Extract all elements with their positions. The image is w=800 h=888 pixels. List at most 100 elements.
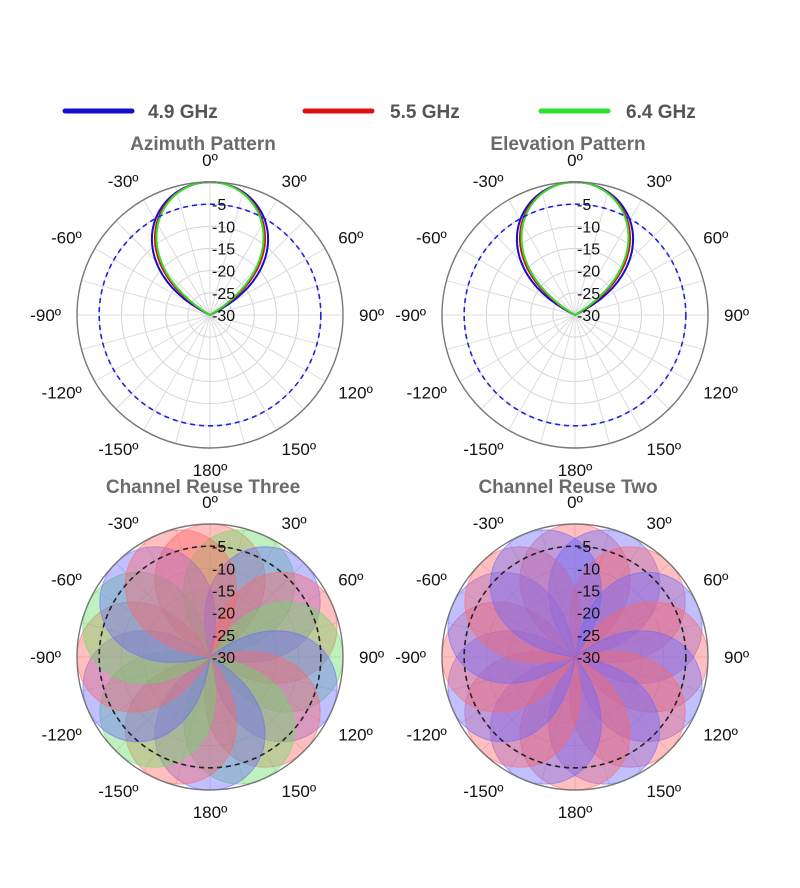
- reference-circle: [98, 203, 322, 427]
- grid-spoke: [143, 656, 211, 773]
- reference-circle: [463, 203, 687, 427]
- angle-tick-label: -90º: [30, 306, 61, 325]
- angle-tick-label: 60º: [338, 571, 363, 590]
- grid-spoke: [115, 656, 211, 752]
- grid-spoke: [209, 562, 305, 658]
- angle-tick-label: 90º: [359, 648, 384, 667]
- radial-tick-label: -20: [577, 264, 600, 281]
- angle-tick-label: -60º: [51, 229, 82, 248]
- angle-tick-label: -60º: [416, 229, 447, 248]
- panel-title-azimuth: Azimuth Pattern: [130, 134, 276, 155]
- grid-spoke: [175, 528, 211, 658]
- angle-tick-label: 0º: [202, 493, 218, 512]
- radial-tick-label: -20: [212, 606, 235, 623]
- radial-tick-label: -5: [577, 539, 591, 556]
- grid-spoke: [446, 280, 576, 316]
- polar-chart-elevation: -5 -10 -15 -20 -25 -30 0º 30º 60º 90º 120º 150º 180º…: [395, 151, 749, 480]
- radial-tick-label: -25: [212, 286, 235, 303]
- angle-tick-label: -150º: [463, 440, 503, 459]
- polar-chart-channel-reuse-three: -5 -10 -15 -20 -25 -30 0º 30º 60º 90º 120º 150º 180º…: [30, 493, 384, 822]
- grid-spoke: [209, 590, 326, 658]
- grid-spoke: [574, 656, 642, 773]
- angle-tick-label: -120º: [407, 726, 447, 745]
- angle-tick-label: -30º: [473, 172, 504, 191]
- grid-spoke: [209, 314, 277, 431]
- grid-spoke: [574, 314, 642, 431]
- panel-title-reuse-three: Channel Reuse Three: [106, 477, 300, 498]
- angle-tick-label: -150º: [98, 782, 138, 801]
- angle-tick-label: -30º: [108, 172, 139, 191]
- grid-spoke: [209, 314, 305, 410]
- angle-tick-label: -90º: [395, 648, 426, 667]
- angle-tick-label: 60º: [703, 229, 728, 248]
- angle-tick-label: 60º: [338, 229, 363, 248]
- radial-tick-label: -25: [577, 628, 600, 645]
- radial-tick-label: -20: [212, 264, 235, 281]
- angle-tick-label: 30º: [282, 172, 307, 191]
- grid-spoke: [574, 562, 670, 658]
- outer-circle: [76, 181, 344, 449]
- angle-tick-label: 0º: [567, 151, 583, 170]
- angle-tick-label: 120º: [338, 384, 373, 403]
- grid-spoke: [508, 199, 576, 316]
- angle-tick-label: 120º: [703, 726, 738, 745]
- panel-title-reuse-two: Channel Reuse Two: [478, 477, 657, 498]
- grid-spoke: [209, 656, 277, 773]
- radial-tick-label: -25: [212, 628, 235, 645]
- legend-label-1: 4.9 GHz: [148, 102, 218, 123]
- radial-tick-label: -10: [577, 219, 600, 236]
- grid-spoke: [81, 622, 211, 658]
- radial-tick-label: -5: [577, 197, 591, 214]
- radial-tick-label: -25: [577, 286, 600, 303]
- radial-tick-label: -20: [577, 606, 600, 623]
- radial-tick-label: -15: [212, 242, 235, 259]
- radial-tick-label: -15: [577, 584, 600, 601]
- angle-tick-label: 180º: [193, 803, 228, 822]
- grid-spoke: [574, 314, 670, 410]
- grid-spoke: [175, 186, 211, 316]
- angle-tick-label: 150º: [282, 782, 317, 801]
- polar-chart-channel-reuse-two: -5 -10 -15 -20 -25 -30 0º 30º 60º 90º 120º 150º 180º…: [395, 493, 749, 822]
- angle-tick-label: 150º: [282, 440, 317, 459]
- angle-tick-label: 90º: [724, 648, 749, 667]
- grid-spoke: [480, 656, 576, 752]
- angle-tick-label: 30º: [282, 514, 307, 533]
- angle-tick-label: -30º: [473, 514, 504, 533]
- angle-tick-label: -30º: [108, 514, 139, 533]
- angle-tick-label: 120º: [338, 726, 373, 745]
- radial-tick-label: -30: [212, 308, 235, 325]
- radial-tick-label: -15: [212, 584, 235, 601]
- grid-spoke: [143, 199, 211, 316]
- outer-circle: [441, 523, 709, 791]
- radial-tick-label: -15: [577, 242, 600, 259]
- legend-label-3: 6.4 GHz: [626, 102, 696, 123]
- radial-tick-label: -5: [212, 197, 226, 214]
- grid-spoke: [143, 314, 211, 431]
- reference-circle: [463, 545, 687, 769]
- angle-tick-label: 60º: [703, 571, 728, 590]
- angle-tick-label: 30º: [647, 514, 672, 533]
- angle-tick-label: -120º: [407, 384, 447, 403]
- grid-spoke: [540, 186, 576, 316]
- angle-tick-label: -60º: [51, 571, 82, 590]
- reference-circle: [98, 545, 322, 769]
- radial-tick-label: -10: [212, 561, 235, 578]
- angle-tick-label: 150º: [647, 782, 682, 801]
- grid-spoke: [508, 314, 576, 431]
- polar-chart-azimuth: -5 -10 -15 -20 -25 -30 0º 30º 60º 90º 120º 150º 180º…: [30, 151, 384, 480]
- radial-tick-label: -5: [212, 539, 226, 556]
- angle-tick-label: 90º: [724, 306, 749, 325]
- grid-spoke: [81, 280, 211, 316]
- angle-tick-label: 0º: [202, 151, 218, 170]
- legend: 4.9 GHz 5.5 GHz 6.4 GHz: [62, 102, 696, 123]
- angle-tick-label: 180º: [193, 461, 228, 480]
- radial-tick-label: -30: [212, 650, 235, 667]
- grid-spoke: [459, 314, 576, 382]
- angle-tick-label: 180º: [558, 461, 593, 480]
- grid-spoke: [508, 656, 576, 773]
- grid-spoke: [574, 590, 691, 658]
- outer-circle: [76, 523, 344, 791]
- radial-tick-label: -30: [577, 308, 600, 325]
- panel-title-elevation: Elevation Pattern: [490, 134, 645, 155]
